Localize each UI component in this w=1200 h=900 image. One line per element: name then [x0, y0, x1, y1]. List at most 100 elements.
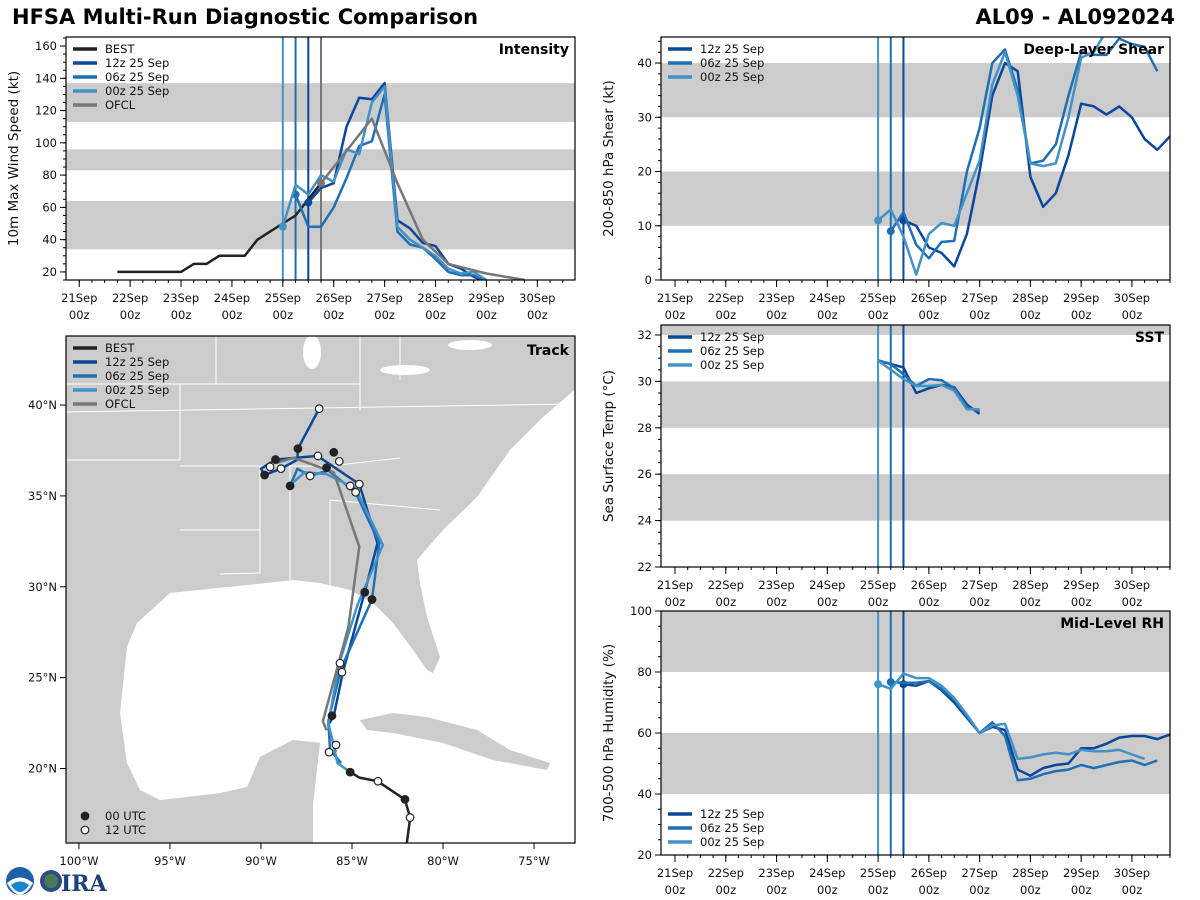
- panel-deep-layer-shear: 0 10 20 30 40 21Sep 00z 22Sep 00z 23Sep 00z 24Sep 00…: [601, 36, 1171, 322]
- threshold-band: [661, 171, 1170, 226]
- x-tick-hour: 00z: [817, 883, 838, 897]
- track-fix-12utc: [324, 747, 334, 757]
- x-tick-day: 27Sep: [366, 291, 402, 305]
- x-tick-day: 23Sep: [758, 578, 794, 592]
- y-tick-label: 30: [637, 374, 652, 388]
- x-tick-day: 30Sep: [1114, 578, 1150, 592]
- x-tick-day: 25Sep: [265, 291, 301, 305]
- y-tick-label: 20: [637, 165, 652, 179]
- series-line-12z: [903, 61, 1170, 268]
- axes-frame: [660, 36, 1171, 281]
- plot-area: [661, 37, 1170, 280]
- x-tick-hour: 00z: [766, 883, 787, 897]
- threshold-band: [661, 611, 1170, 672]
- panel-title: SST: [1135, 330, 1165, 346]
- track-fix-12utc: [314, 404, 324, 414]
- track-line-BEST: [349, 771, 412, 843]
- noaa-cira-logo: IRA: [6, 867, 108, 896]
- lat-tick-label: 35°N: [28, 489, 57, 503]
- init-marker-06z: [886, 678, 895, 687]
- y-tick-label: 20: [42, 265, 57, 279]
- x-tick-day: 24Sep: [809, 866, 845, 880]
- x-tick-hour: 00z: [868, 883, 889, 897]
- y-tick-label: 30: [637, 110, 652, 124]
- track-fix-12utc: [335, 658, 345, 668]
- x-tick-hour: 00z: [1122, 595, 1143, 609]
- threshold-band: [661, 325, 1170, 335]
- x-tick-hour: 00z: [171, 308, 192, 322]
- x-tick-hour: 00z: [323, 308, 344, 322]
- y-tick-label: 10: [637, 219, 652, 233]
- track-fix-00utc: [329, 447, 339, 457]
- series-line-00z: [877, 37, 1105, 276]
- y-axis-label: 200-850 hPa Shear (kt): [601, 80, 617, 237]
- x-tick-day: 30Sep: [1114, 866, 1150, 880]
- x-tick-day: 29Sep: [1063, 866, 1099, 880]
- x-tick-day: 23Sep: [758, 291, 794, 305]
- x-tick-day: 25Sep: [860, 291, 896, 305]
- legend-label-12z: 12z 25 Sep: [700, 330, 764, 344]
- series-line-BEST: [117, 182, 322, 274]
- track-fix-00utc: [360, 587, 370, 597]
- track-fix-12utc: [351, 487, 361, 497]
- series-line-12z: [903, 679, 1170, 777]
- legend-label-BEST: BEST: [105, 42, 135, 56]
- x-tick-day: 27Sep: [961, 291, 997, 305]
- track-fix-12utc: [405, 813, 415, 822]
- x-tick-hour: 00z: [1020, 883, 1041, 897]
- x-tick-hour: 00z: [715, 595, 736, 609]
- panel-title: Intensity: [499, 42, 569, 58]
- threshold-band: [661, 381, 1170, 428]
- x-tick-hour: 00z: [222, 308, 243, 322]
- cuba-land: [360, 713, 550, 770]
- track-fix-12utc: [337, 667, 347, 677]
- x-tick-hour: 00z: [766, 308, 787, 322]
- y-tick-label: 24: [637, 514, 652, 528]
- y-tick-label: 0: [645, 273, 652, 287]
- legend-label-BEST: BEST: [105, 341, 135, 355]
- legend-label-12utc: 12 UTC: [105, 823, 146, 837]
- x-tick-day: 21Sep: [657, 578, 693, 592]
- y-tick-label: 80: [637, 665, 652, 679]
- threshold-band: [661, 63, 1170, 118]
- x-tick-day: 22Sep: [708, 578, 744, 592]
- y-tick-label: 20: [637, 848, 652, 862]
- x-tick-hour: 00z: [476, 308, 497, 322]
- legend-label-OFCL: OFCL: [105, 98, 136, 112]
- map-area: [66, 336, 575, 843]
- x-tick-day: 21Sep: [657, 291, 693, 305]
- x-tick-day: 29Sep: [468, 291, 504, 305]
- yucatan-land: [260, 740, 320, 810]
- lon-tick-label: 85°W: [336, 854, 368, 868]
- y-tick-label: 120: [35, 104, 57, 118]
- track-fix-00utc: [327, 711, 337, 721]
- lat-tick-label: 25°N: [28, 671, 57, 685]
- state-border: [329, 499, 441, 511]
- x-tick-day: 24Sep: [809, 578, 845, 592]
- y-tick-label: 80: [42, 168, 57, 182]
- series-line-06z: [890, 679, 1158, 782]
- y-tick-label: 26: [637, 467, 652, 481]
- x-tick-hour: 00z: [919, 595, 940, 609]
- x-tick-hour: 00z: [868, 595, 889, 609]
- x-tick-day: 23Sep: [163, 291, 199, 305]
- panel-title: Mid-Level RH: [1060, 616, 1164, 632]
- x-tick-hour: 00z: [69, 308, 90, 322]
- x-tick-day: 28Sep: [1012, 578, 1048, 592]
- legend-marker-12utc: [80, 825, 90, 835]
- legend-label-00z: 00z 25 Sep: [700, 358, 764, 372]
- y-tick-label: 100: [35, 136, 57, 150]
- y-axis-label: Sea Surface Temp (°C): [601, 370, 617, 522]
- lat-tick-label: 40°N: [28, 398, 57, 412]
- init-marker-OFCL: [317, 179, 326, 188]
- x-tick-hour: 00z: [868, 308, 889, 322]
- x-tick-day: 28Sep: [417, 291, 453, 305]
- series-line-00z: [877, 672, 1146, 761]
- x-tick-hour: 00z: [374, 308, 395, 322]
- y-tick-label: 60: [637, 726, 652, 740]
- y-tick-label: 40: [42, 233, 57, 247]
- x-tick-hour: 00z: [527, 308, 548, 322]
- init-marker-06z: [886, 227, 895, 236]
- series-line-06z: [877, 359, 981, 413]
